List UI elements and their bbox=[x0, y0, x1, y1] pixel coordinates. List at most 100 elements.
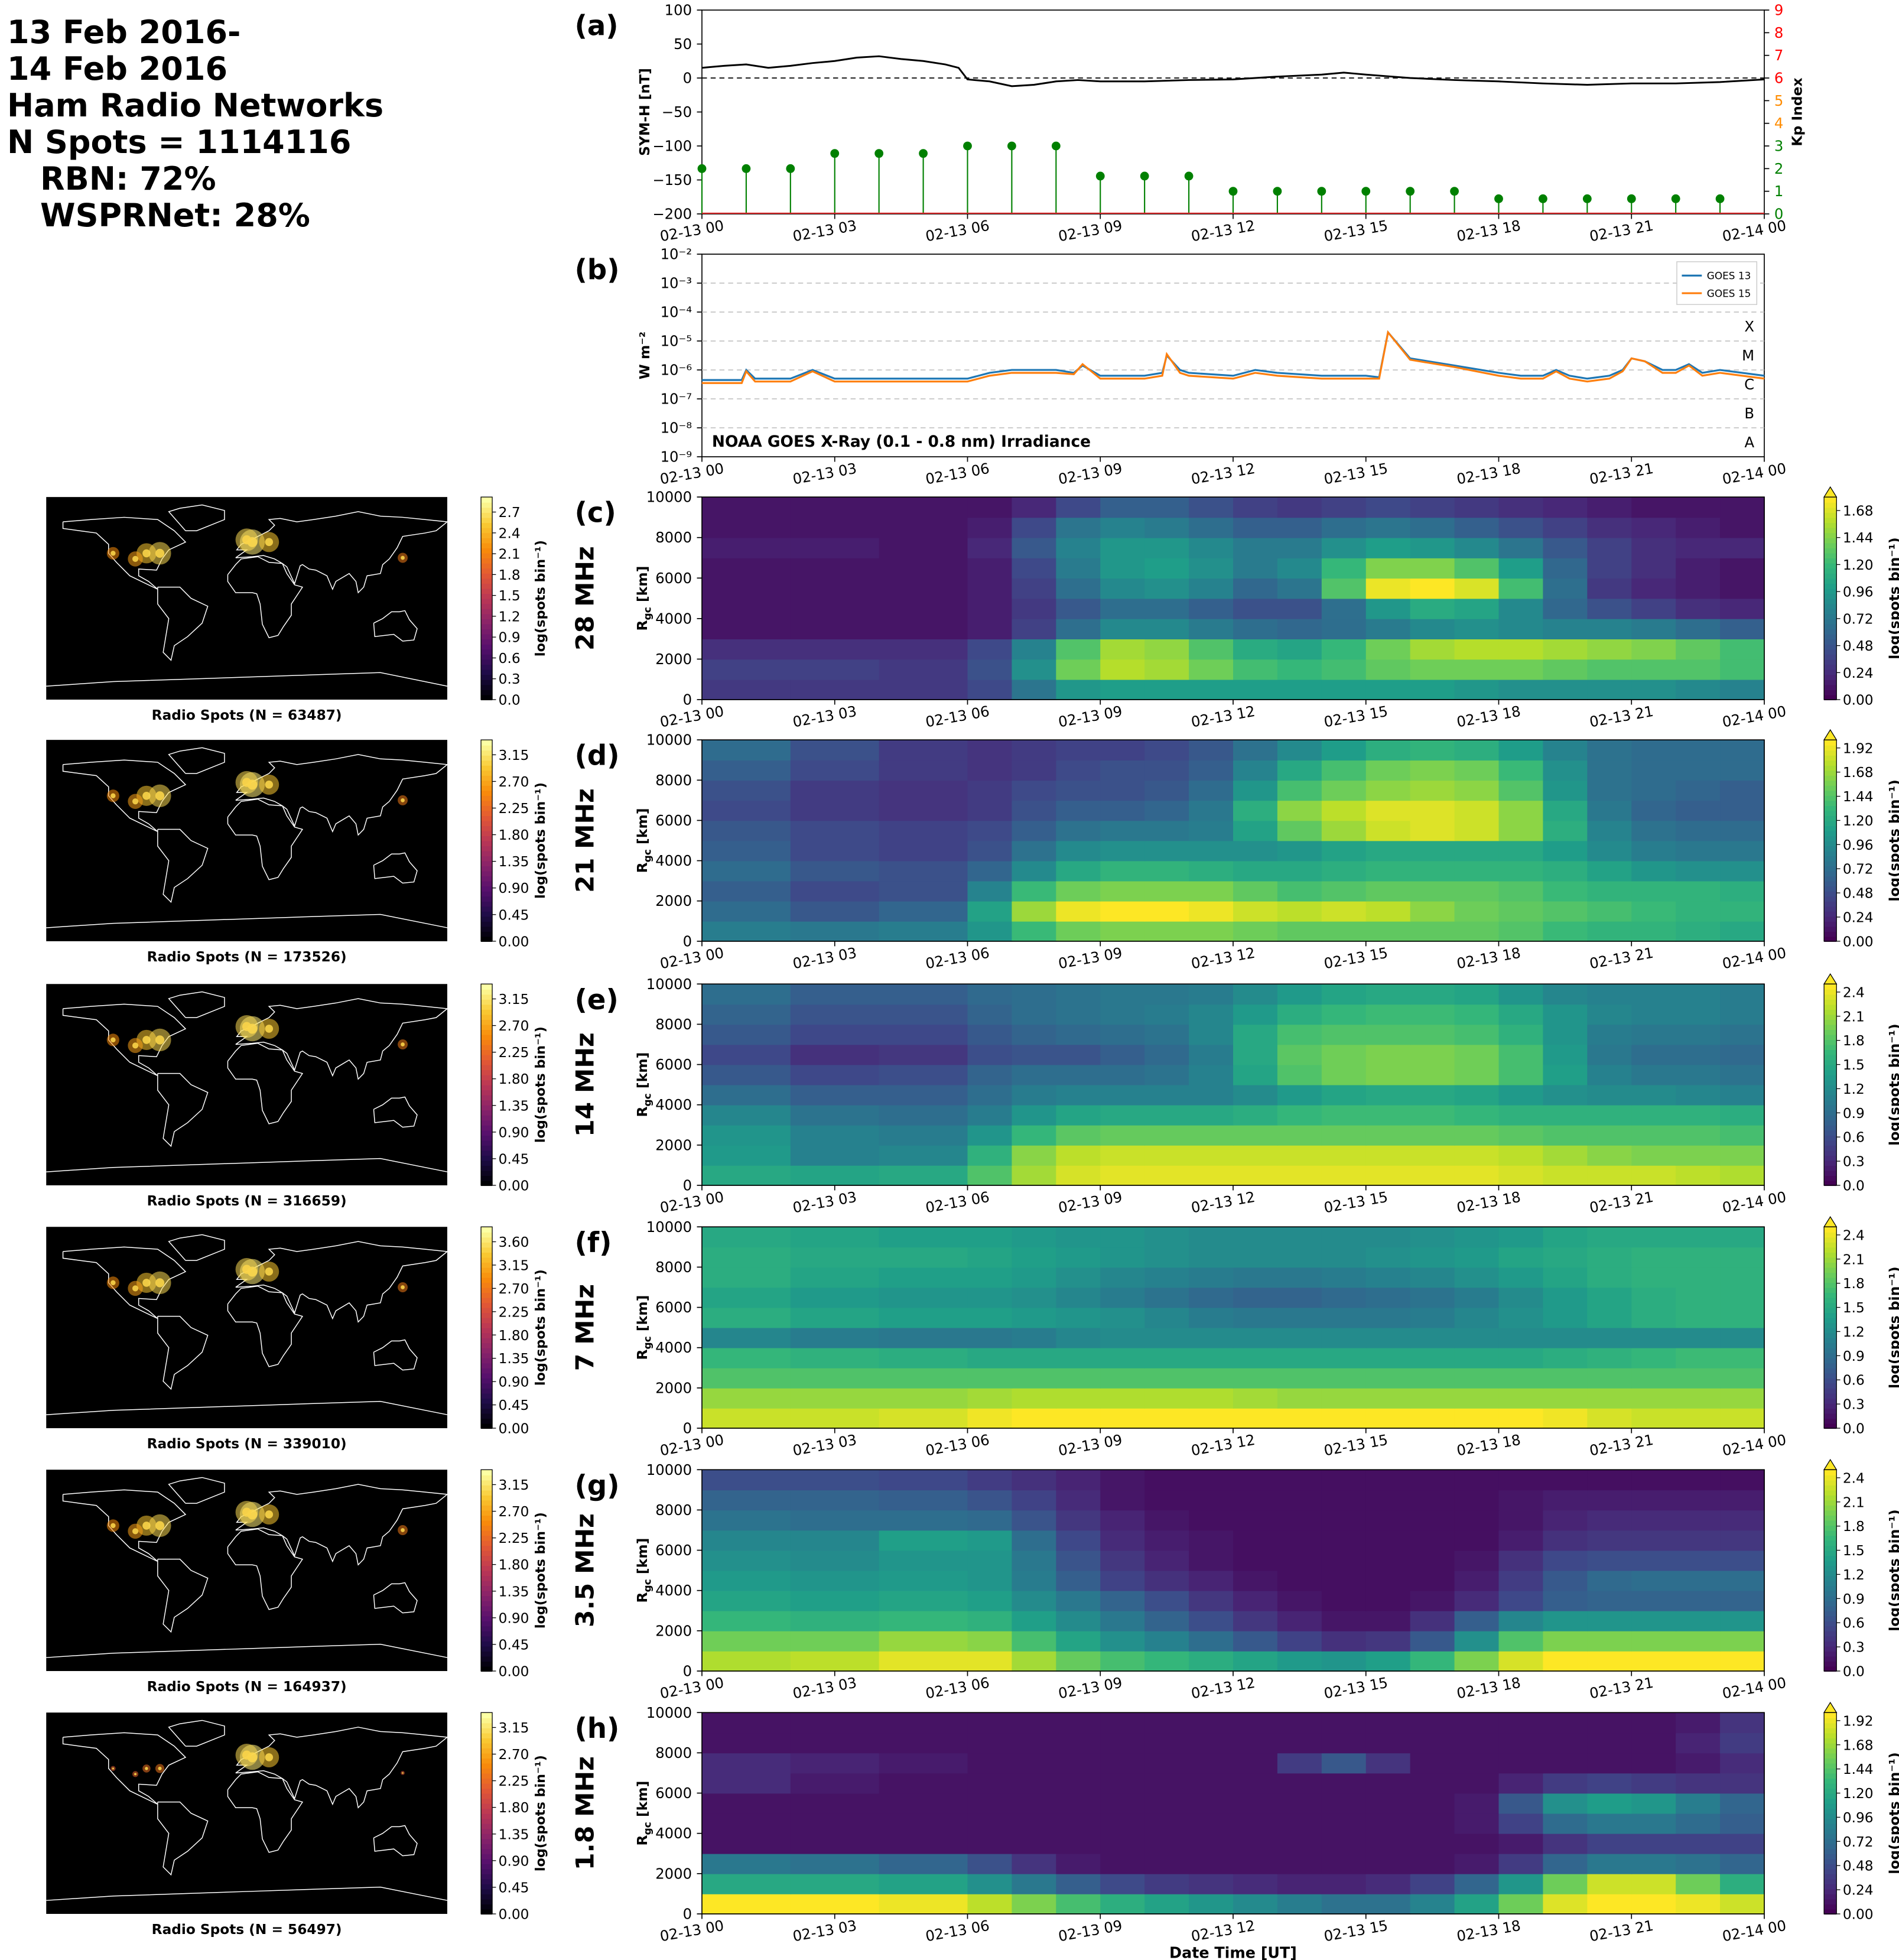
colorbar-segment bbox=[1824, 1160, 1837, 1166]
colorbar-tick-label: 2.1 bbox=[1843, 1008, 1865, 1025]
heatmap-cell bbox=[967, 1550, 1013, 1571]
range-tick-label: 10000 bbox=[646, 1218, 692, 1236]
map-colorbar-segment bbox=[481, 1247, 493, 1253]
heatmap-cell bbox=[701, 1004, 791, 1025]
heatmap-cell bbox=[1056, 1853, 1101, 1874]
heatmap-cell bbox=[1056, 1833, 1101, 1854]
colorbar-tick-label: 1.5 bbox=[1843, 1542, 1865, 1559]
heatmap-cell bbox=[1676, 984, 1721, 1005]
heatmap-cell bbox=[1498, 1064, 1544, 1085]
heatmap-cell bbox=[790, 1510, 880, 1531]
map-colorbar-segment bbox=[481, 497, 493, 503]
map-colorbar-frame bbox=[480, 496, 493, 700]
colorbar-segment bbox=[1824, 1029, 1837, 1035]
heatmap-cell bbox=[1100, 760, 1146, 781]
colorbar-segment bbox=[1824, 1114, 1837, 1121]
goes-tick-label: 10⁻⁷ bbox=[661, 390, 692, 407]
colorbar-segment bbox=[1824, 1646, 1837, 1652]
map-colorbar-segment bbox=[481, 1257, 493, 1263]
heatmap-cell bbox=[790, 1873, 880, 1894]
heatmap-cell bbox=[1277, 1165, 1322, 1186]
colorbar-segment bbox=[1824, 654, 1837, 660]
heatmap-cell bbox=[1100, 537, 1146, 558]
range-axis-label-sub: gc bbox=[642, 1336, 653, 1349]
heatmap-cell bbox=[1100, 740, 1146, 761]
colorbar-segment bbox=[1824, 856, 1837, 862]
heatmap-cell bbox=[1012, 1327, 1057, 1348]
range-tick-label: 6000 bbox=[655, 1299, 692, 1316]
heatmap-cell bbox=[967, 1084, 1013, 1106]
heatmap-cell bbox=[1543, 1247, 1588, 1268]
spot-density-core bbox=[401, 1528, 405, 1532]
heatmap-cell bbox=[967, 901, 1013, 922]
heatmap-cell bbox=[1676, 1307, 1721, 1328]
heatmap-cell bbox=[1543, 1893, 1588, 1915]
colorbar-tick-label: 1.92 bbox=[1843, 1712, 1874, 1729]
map-colorbar-segment bbox=[481, 1747, 493, 1754]
heatmap-cell bbox=[1321, 578, 1367, 599]
heatmap-cell bbox=[1321, 1590, 1367, 1611]
heatmap-cell bbox=[1454, 1408, 1500, 1429]
map-colorbar-segment bbox=[481, 1823, 493, 1829]
map-colorbar-segment bbox=[481, 1616, 493, 1621]
heatmap-cell bbox=[1100, 1833, 1146, 1854]
heatmap-cell bbox=[967, 537, 1013, 558]
band-label: 7 MHz bbox=[571, 1284, 600, 1371]
heatmap-cell bbox=[1321, 1813, 1367, 1834]
map-colorbar-label: log(spots bin⁻¹) bbox=[533, 1755, 548, 1871]
map-colorbar-segment bbox=[481, 1155, 493, 1161]
heatmap-cell bbox=[1454, 984, 1500, 1005]
coastline bbox=[62, 1489, 187, 1562]
heatmap-cell bbox=[1321, 1853, 1367, 1874]
colorbar-segment bbox=[1824, 608, 1837, 615]
heatmap-cell bbox=[1277, 1490, 1322, 1511]
heatmap-cell bbox=[1720, 618, 1765, 639]
range-axis-label: Rgc [km] bbox=[634, 1052, 653, 1117]
heatmap-cell bbox=[1144, 1287, 1189, 1308]
heatmap-cell bbox=[1410, 1610, 1455, 1631]
colorbar-segment bbox=[1824, 1227, 1837, 1233]
heatmap-cell bbox=[1100, 1165, 1146, 1186]
heatmap-cell bbox=[1277, 1267, 1322, 1288]
map-colorbar-segment bbox=[481, 654, 493, 660]
colorbar-frame bbox=[1823, 1712, 1837, 1915]
heatmap-cell bbox=[1277, 840, 1322, 862]
map-colorbar-segment bbox=[481, 542, 493, 548]
coastline bbox=[62, 1732, 187, 1805]
heatmap-cell bbox=[701, 1104, 791, 1126]
heatmap-cell bbox=[1056, 1327, 1101, 1348]
heatmap-cell bbox=[1233, 558, 1278, 579]
kp-marker bbox=[1539, 194, 1547, 203]
coastline bbox=[373, 1825, 418, 1857]
heatmap-cell bbox=[1454, 1893, 1500, 1915]
heatmap-cell bbox=[1454, 537, 1500, 558]
colorbar-segment bbox=[1824, 1763, 1837, 1769]
heatmap-cell bbox=[1410, 800, 1455, 821]
heatmap-cell bbox=[701, 1327, 791, 1348]
heatmap-cell bbox=[1587, 1610, 1633, 1631]
heatmap-cell bbox=[1365, 679, 1411, 700]
coastline bbox=[227, 1042, 304, 1124]
heatmap-cell bbox=[1056, 1145, 1101, 1166]
heatmap-cell bbox=[1189, 618, 1234, 639]
heatmap-cell bbox=[1277, 860, 1322, 882]
heatmap-cell bbox=[790, 984, 880, 1005]
map-colorbar-segment bbox=[481, 1757, 493, 1764]
heatmap-cell bbox=[1676, 1004, 1721, 1025]
heatmap-cell bbox=[879, 1044, 968, 1065]
colorbar-segment bbox=[1824, 1282, 1837, 1288]
heatmap-cell bbox=[967, 1813, 1013, 1834]
heatmap-cell bbox=[1543, 1307, 1588, 1328]
colorbar-segment bbox=[1824, 936, 1837, 942]
heatmap-cell bbox=[1012, 840, 1057, 862]
heatmap-cell bbox=[701, 1227, 791, 1248]
heatmap-cell bbox=[1676, 1530, 1721, 1551]
heatmap-cell bbox=[1365, 1590, 1411, 1611]
x-tick-label-a: 02-14 00 bbox=[1721, 217, 1788, 245]
map-colorbar-segment bbox=[481, 568, 493, 574]
heatmap-cell bbox=[1410, 517, 1455, 538]
heatmap-cell bbox=[1498, 1753, 1544, 1774]
heatmap-cell bbox=[1587, 1307, 1633, 1328]
x-tick-label-b: 02-13 12 bbox=[1190, 460, 1257, 488]
heatmap-cell bbox=[1587, 639, 1633, 660]
